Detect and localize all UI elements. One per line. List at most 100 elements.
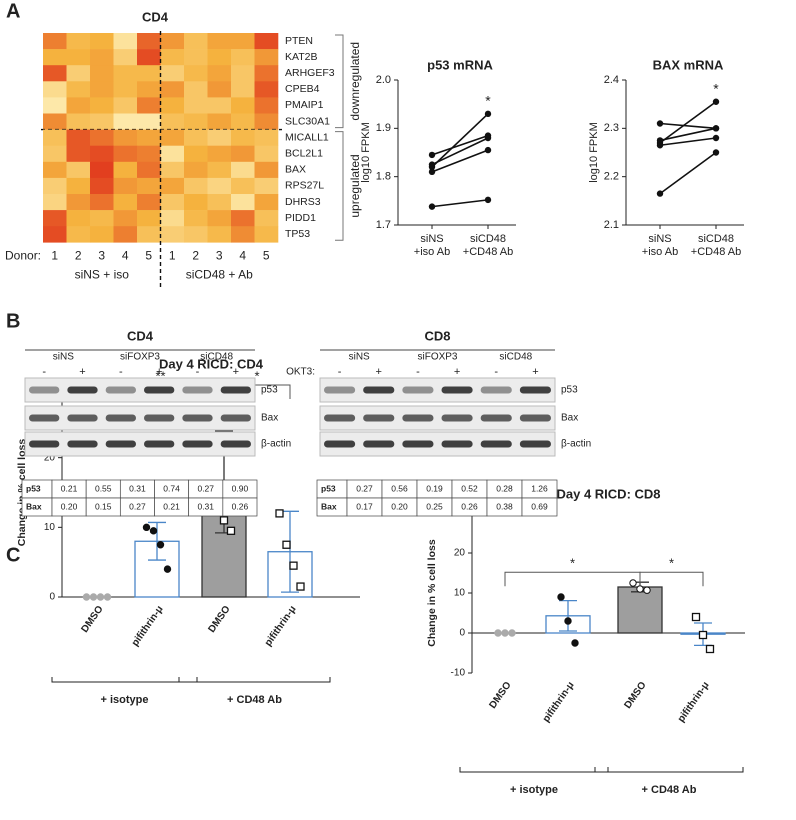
error-bar <box>559 599 577 632</box>
point <box>508 629 516 637</box>
heatmap-cell <box>113 49 138 66</box>
gene-label: PMAIP1 <box>285 99 324 111</box>
band <box>67 414 98 422</box>
okt3-sign: + <box>156 366 162 378</box>
band-label: p53 <box>261 385 278 396</box>
point <box>428 151 436 159</box>
okt3-sign: + <box>79 366 85 378</box>
heatmap-cell <box>113 145 138 163</box>
heatmap-cell <box>207 97 232 114</box>
point <box>712 125 720 132</box>
heatmap-cell <box>90 113 114 130</box>
gene-label: KAT2B <box>285 51 317 63</box>
table-text: 0.55 <box>95 483 112 493</box>
chart-title: Day 4 RICD: CD4 <box>159 356 264 371</box>
significance: * <box>254 368 259 383</box>
table-text: 0.52 <box>461 483 478 493</box>
table-cell <box>521 497 558 517</box>
paired-line <box>431 113 489 168</box>
okt3-label: OKT3: <box>286 367 315 378</box>
group-label: siCD48 <box>499 352 532 363</box>
heatmap-cell <box>43 226 67 243</box>
heatmap-cell <box>113 194 138 211</box>
comparison-bracket <box>639 571 704 587</box>
heatmap-cell <box>160 210 185 227</box>
table-text: 0.31 <box>197 501 214 511</box>
band <box>220 440 251 448</box>
band <box>105 440 136 448</box>
blot-strip <box>319 405 556 431</box>
chart-title: p53 mRNA <box>427 57 493 72</box>
y-tick-label: 1.9 <box>376 122 391 134</box>
band <box>441 386 473 394</box>
column-group-label: siCD48 + Ab <box>186 267 253 281</box>
heatmap-cell <box>66 49 91 66</box>
point <box>428 168 436 176</box>
point <box>712 98 720 105</box>
heatmap-cell <box>184 194 208 211</box>
heatmap-cell <box>137 113 161 130</box>
okt3-sign: - <box>416 366 420 378</box>
heatmap-cell <box>184 81 208 98</box>
heatmap-cell <box>254 226 279 243</box>
heatmap-cell <box>113 129 138 146</box>
point <box>226 526 236 535</box>
column-label: 2 <box>192 248 199 262</box>
paired-line <box>659 127 717 142</box>
heatmap-cell <box>90 161 114 179</box>
heatmap-cell <box>160 129 185 146</box>
heatmap-cell <box>207 81 232 98</box>
band <box>105 414 136 422</box>
band <box>363 440 395 448</box>
okt3-sign: + <box>532 366 538 378</box>
heatmap-cell <box>254 33 279 50</box>
heatmap-cell <box>207 33 232 50</box>
heatmap-cell <box>231 145 255 163</box>
heatmap-cell <box>184 49 208 66</box>
point <box>142 523 151 532</box>
table-text: p53 <box>26 483 41 493</box>
heatmap-cell <box>137 161 161 179</box>
point <box>428 163 436 171</box>
group-bracket <box>594 767 744 773</box>
heatmap-cell <box>66 161 91 179</box>
heatmap-cell <box>43 81 67 98</box>
okt3-sign: - <box>42 366 46 378</box>
band-label: β-actin <box>261 439 291 450</box>
group-bracket <box>335 131 344 241</box>
column-label: 5 <box>145 248 152 262</box>
x-tick-label: DMSO <box>79 604 105 635</box>
heatmap-cell <box>113 33 138 50</box>
heatmap-cell <box>90 97 114 114</box>
group-bracket <box>459 767 609 773</box>
heatmap-cell <box>160 49 185 66</box>
heatmap-cell <box>43 145 67 163</box>
group-label: siFOXP3 <box>120 352 160 363</box>
x-tick-label: pifithrin-μ <box>676 680 712 725</box>
group-label: siFOXP3 <box>417 352 457 363</box>
point <box>494 629 502 637</box>
point <box>656 142 664 149</box>
point <box>712 134 720 142</box>
point <box>705 644 715 654</box>
heatmap-cell <box>160 161 185 179</box>
y-tick-label: 2.3 <box>604 122 619 134</box>
y-tick-label: -10 <box>451 668 466 679</box>
heatmap-cell <box>113 161 138 179</box>
band-label: β-actin <box>561 439 591 450</box>
heatmap-cell <box>43 177 67 195</box>
heatmap-cell <box>254 113 279 130</box>
table-text: 0.27 <box>197 483 214 493</box>
heatmap-cell <box>184 177 208 195</box>
y-axis-label: Change in % cell loss <box>426 539 438 647</box>
group-bracket <box>178 677 331 683</box>
band <box>363 386 395 394</box>
band <box>29 386 60 394</box>
y-tick-label: 1.8 <box>376 171 391 183</box>
table-text: 0.26 <box>232 501 249 511</box>
table-text: 1.26 <box>531 483 548 493</box>
heatmap-cell <box>160 177 185 195</box>
column-label: 5 <box>263 248 270 262</box>
band <box>182 386 213 394</box>
group-label: + isotype <box>101 694 149 706</box>
